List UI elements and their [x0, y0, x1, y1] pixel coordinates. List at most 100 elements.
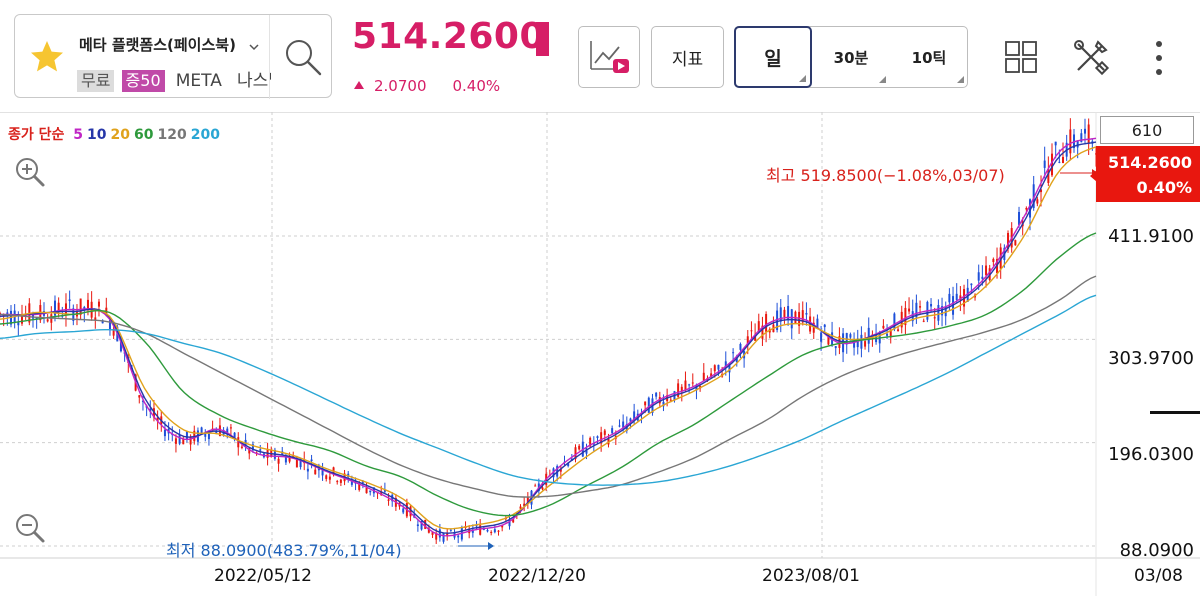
candle-body	[471, 529, 474, 533]
candle-body	[739, 343, 742, 350]
candle-body	[955, 293, 958, 300]
candle-body	[86, 299, 89, 310]
candle-body	[369, 490, 372, 493]
legend-item-ma-5: 5	[73, 127, 84, 143]
timeframe-10tick-button[interactable]: 10틱	[890, 27, 968, 87]
tools-icon[interactable]	[1072, 38, 1110, 76]
candle-body	[17, 322, 20, 326]
candle-body	[57, 302, 60, 313]
indicator-button[interactable]: 지표	[651, 26, 724, 88]
candle-body	[79, 298, 82, 315]
candle-body	[603, 430, 606, 435]
candle-body	[904, 307, 907, 326]
candle-body	[306, 468, 309, 472]
candle-body	[163, 429, 166, 437]
candle-body	[20, 316, 23, 324]
chart-area[interactable]	[0, 112, 1200, 596]
ma-line-5	[0, 137, 1097, 537]
timeframe-30min-button[interactable]: 30분	[812, 27, 890, 87]
candle-body	[941, 306, 944, 316]
candle-body	[1036, 199, 1039, 204]
candle-body	[438, 529, 441, 538]
candle-body	[490, 531, 493, 533]
grid-icon[interactable]	[1004, 40, 1038, 74]
candle-body	[358, 484, 361, 490]
candle-body	[178, 434, 181, 444]
price-chart[interactable]	[0, 112, 1200, 596]
candle-body	[1054, 141, 1057, 146]
candle-body	[970, 283, 973, 286]
x-axis-label: 2023/08/01	[762, 566, 860, 586]
x-axis-label: 2022/05/12	[214, 566, 312, 586]
x-axis-label: 03/08	[1134, 566, 1183, 586]
up-arrow-icon	[354, 81, 364, 89]
candle-body	[94, 317, 97, 321]
candle-body	[680, 386, 683, 392]
ma-line-120	[0, 275, 1097, 498]
candle-body	[787, 306, 790, 320]
candle-body	[365, 487, 368, 494]
candle-body	[908, 308, 911, 312]
candle-body	[1084, 128, 1087, 134]
candle-body	[805, 312, 808, 315]
candle-body	[299, 458, 302, 468]
candle-body	[523, 503, 526, 507]
candle-body	[750, 330, 753, 332]
candle-body	[501, 525, 504, 528]
chart-type-button[interactable]	[578, 26, 640, 88]
candle-body	[834, 346, 837, 349]
candle-body	[204, 432, 207, 437]
candle-body	[735, 357, 738, 363]
zoom-out-icon[interactable]	[14, 512, 46, 544]
free-badge: 무료	[77, 70, 115, 92]
candle-body	[662, 401, 665, 407]
candle-body	[922, 320, 925, 322]
candle-body	[108, 319, 111, 331]
current-price-badge: 514.2600 0.40%	[1096, 146, 1200, 202]
y-axis-label: 88.0900	[1119, 540, 1194, 561]
candle-count-box[interactable]: 610	[1100, 116, 1194, 144]
candle-body	[669, 399, 672, 401]
candle-body	[567, 463, 570, 466]
candle-body	[710, 373, 713, 378]
chart-play-icon	[590, 41, 629, 73]
candle-body	[816, 318, 819, 329]
candle-body	[112, 328, 115, 336]
candle-body	[783, 309, 786, 317]
candle-body	[1069, 129, 1072, 154]
candle-body	[1018, 211, 1021, 225]
candle-body	[585, 448, 588, 454]
candle-body	[292, 455, 295, 457]
badge-percent: 0.40%	[1136, 178, 1192, 197]
candle-body	[688, 384, 691, 386]
stock-selector[interactable]: 메타 플랫폼스(페이스북) 무료 증50 META 나스닥	[14, 14, 332, 99]
candle-body	[321, 468, 324, 476]
candle-body	[493, 529, 496, 533]
candle-body	[259, 449, 262, 451]
ma-line-200	[0, 294, 1097, 486]
candle-body	[732, 352, 735, 354]
candle-body	[1087, 124, 1090, 144]
candle-body	[897, 329, 900, 332]
candle-body	[930, 303, 933, 307]
ticker-symbol: META	[175, 71, 222, 91]
candle-body	[182, 438, 185, 445]
chevron-down-icon[interactable]	[249, 42, 259, 52]
search-icon[interactable]	[283, 37, 323, 77]
candle-body	[35, 317, 38, 319]
badge-pointer	[1090, 170, 1097, 182]
candle-body	[761, 325, 764, 339]
more-vertical-icon[interactable]	[1150, 38, 1168, 78]
candle-body	[339, 479, 342, 483]
x-axis-label: 2022/12/20	[488, 566, 586, 586]
star-icon[interactable]	[29, 39, 65, 75]
candle-body	[435, 532, 438, 540]
legend-item-ma-120: 120	[157, 127, 187, 143]
candle-body	[1014, 240, 1017, 246]
price-change-row: 2.0700 0.40%	[354, 77, 500, 95]
corner-arrow-icon	[799, 75, 806, 82]
zoom-in-icon[interactable]	[14, 156, 46, 188]
candle-body	[295, 459, 298, 468]
candle-body	[534, 485, 537, 487]
timeframe-day-button[interactable]: 일	[734, 26, 812, 88]
